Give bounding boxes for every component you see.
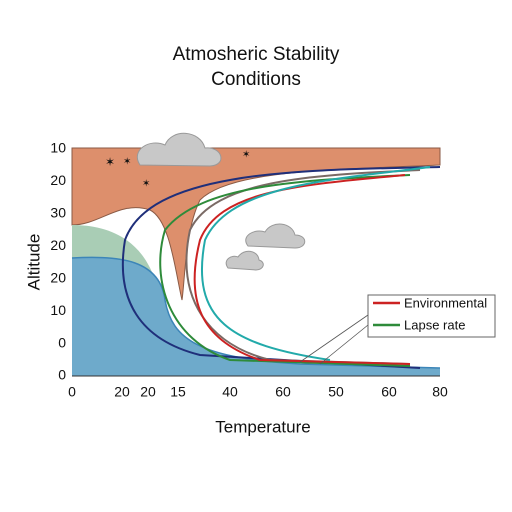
y-tick-label: 20 [50,269,66,285]
curve [200,166,431,361]
y-tick-label: 0 [58,334,66,350]
curve [159,174,411,367]
cloud [137,132,222,167]
x-axis-label: Temperature [215,417,310,436]
legend-label: Environmental [404,295,487,310]
curve [121,166,441,369]
y-tick-label: 10 [50,302,66,318]
legend: Environmental Lapse rate [367,294,496,338]
cool-layer [72,257,440,376]
y-tick-label: 20 [50,172,66,188]
curve [185,169,421,365]
cloud [225,250,264,271]
curve [193,174,411,365]
x-ticks: 0 20 20 15 40 60 50 60 80 [68,384,448,400]
y-tick-label: 10 [50,140,66,156]
stars: ✶ ✶ ✶ ✶ [105,150,250,190]
leader-line [319,324,369,365]
star: ✶ [123,157,131,168]
x-tick-label: 50 [328,384,344,400]
y-tick-label: 20 [50,237,66,253]
cloud [245,223,306,249]
y-tick-label: 0 [58,367,66,383]
y-axis-label: Altitude [24,234,43,291]
x-tick-label: 40 [222,384,238,400]
title-line: Conditions [211,69,301,90]
star: ✶ [142,179,150,190]
x-tick-label: 80 [432,384,448,400]
title-line: Atmosheric Stability [173,44,340,65]
x-tick-label: 15 [170,384,186,400]
plot-area [71,147,441,377]
legend-label: Lapse rate [404,317,465,332]
y-tick-label: 30 [50,205,66,221]
x-tick-label: 0 [68,384,76,400]
x-tick-label: 20 [114,384,130,400]
x-tick-label: 20 [140,384,156,400]
x-tick-label: 60 [275,384,291,400]
y-ticks: 10 20 30 20 20 10 0 0 [50,140,66,383]
star: ✶ [105,155,115,169]
star: ✶ [242,150,250,161]
leader-line [299,314,369,363]
clouds [137,132,306,271]
x-tick-label: 60 [381,384,397,400]
